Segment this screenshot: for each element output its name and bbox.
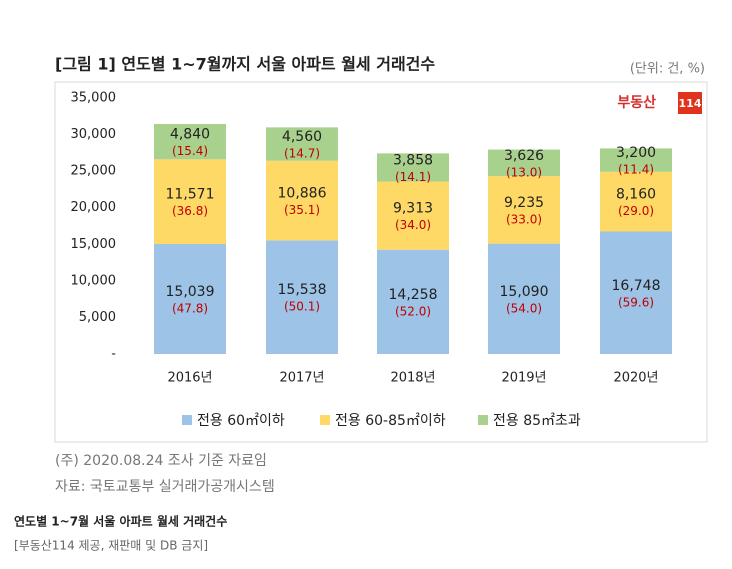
note: 자료: 국토교통부 실거래가공개시스템 [55,479,275,495]
value-label: 14,258 [389,287,438,303]
bar-segment [154,244,226,354]
percent-label: (29.0) [618,204,654,218]
logo-box [678,92,702,114]
bar-segment [600,171,672,232]
bar-segment [377,153,449,182]
percent-label: (50.1) [284,300,320,314]
y-tick-label: - [111,347,116,362]
credit: [부동산114 제공, 재판매 및 DB 금지] [14,539,208,553]
y-tick-label: 5,000 [79,310,116,325]
legend-swatch [478,415,488,425]
bar-segment [266,127,338,161]
value-label: 3,858 [393,152,433,168]
x-tick-label: 2019년 [501,371,546,386]
chart-title: [그림 1] 연도별 1~7월까지 서울 아파트 월세 거래건수 [55,55,435,74]
bar-segment [154,123,226,160]
bar-segment [266,160,338,241]
value-label: 9,313 [393,201,433,217]
percent-label: (15.4) [172,144,208,158]
y-tick-label: 20,000 [71,200,117,215]
y-tick-label: 15,000 [71,237,117,252]
x-tick-label: 2018년 [390,371,435,386]
bar-segment [488,243,560,354]
bar-segment [488,176,560,244]
logo-number: 114 [679,97,702,110]
bar-segment [377,249,449,354]
percent-label: (14.1) [395,170,431,184]
bar-segment [266,240,338,354]
value-label: 4,840 [170,127,210,143]
unit-label: (단위: 건, %) [630,62,705,77]
percent-label: (52.0) [395,304,431,318]
value-label: 15,039 [166,284,215,300]
value-label: 10,886 [278,186,327,202]
value-label: 15,090 [500,284,549,300]
x-tick-label: 2020년 [613,371,658,386]
value-label: 8,160 [616,187,656,203]
percent-label: (47.8) [172,302,208,316]
percent-label: (14.7) [284,147,320,161]
bar-segment [600,231,672,354]
x-tick-label: 2017년 [279,371,324,386]
bar-segment [377,181,449,250]
bar-segment [600,148,672,172]
percent-label: (54.0) [506,301,542,315]
percent-label: (35.1) [284,203,320,217]
legend-label: 전용 60㎡이하 [197,413,285,429]
note: (주) 2020.08.24 조사 기준 자료임 [55,453,267,469]
y-tick-label: 35,000 [71,91,117,106]
x-tick-label: 2016년 [167,371,212,386]
value-label: 9,235 [504,195,544,211]
chart-frame [54,81,708,443]
percent-label: (33.0) [506,212,542,226]
logo-name: 부동산 [617,94,656,111]
percent-label: (11.4) [618,163,654,177]
bar-segment [488,149,560,177]
legend-swatch [320,415,330,425]
y-tick-label: 30,000 [71,127,117,142]
value-label: 11,571 [166,187,215,203]
value-label: 15,538 [278,282,327,298]
legend-swatch [182,415,192,425]
value-label: 3,200 [616,145,656,161]
value-label: 3,626 [504,148,544,164]
value-label: 16,748 [612,278,661,294]
y-tick-label: 25,000 [71,164,117,179]
percent-label: (59.6) [618,295,654,309]
legend-label: 전용 85㎡초과 [493,413,581,429]
value-label: 4,560 [282,129,322,145]
percent-label: (34.0) [395,218,431,232]
y-tick-label: 10,000 [71,273,117,288]
percent-label: (36.8) [172,204,208,218]
bar-segment [154,159,226,245]
percent-label: (13.0) [506,165,542,179]
legend-label: 전용 60-85㎡이하 [335,413,446,429]
caption: 연도별 1~7월 서울 아파트 월세 거래건수 [14,514,227,529]
